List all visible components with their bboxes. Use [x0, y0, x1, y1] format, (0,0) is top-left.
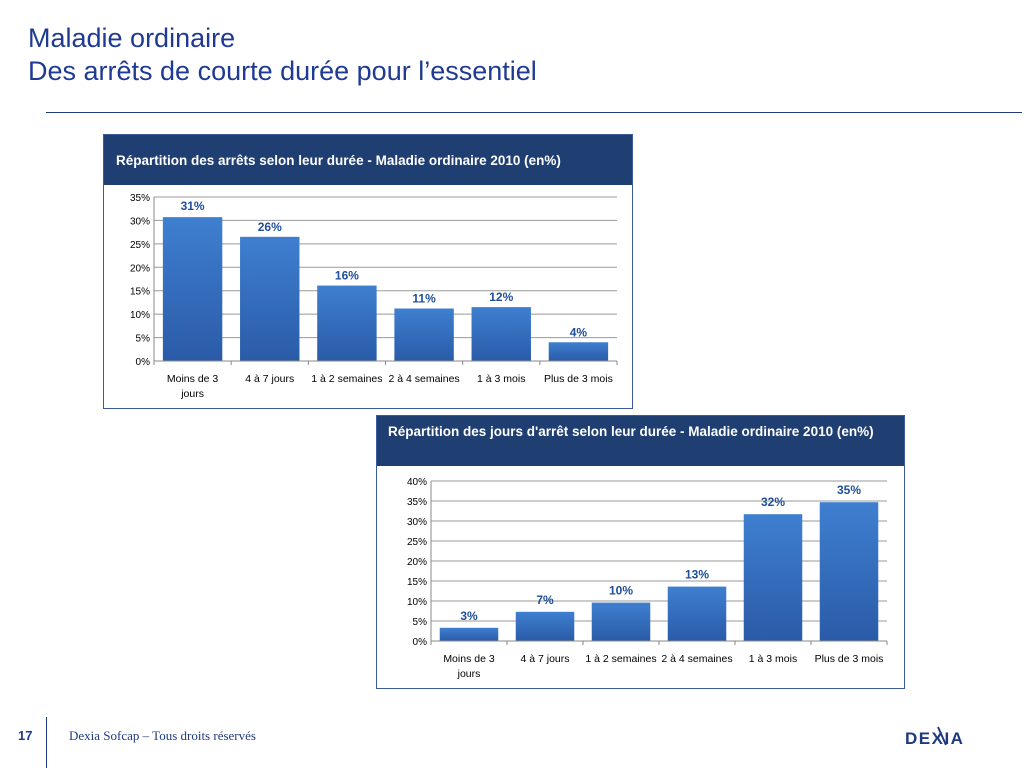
data-label: 16%	[335, 269, 359, 283]
y-tick-label: 40%	[407, 477, 427, 488]
x-tick-label: 1 à 3 mois	[477, 373, 525, 385]
footer-divider	[46, 717, 47, 768]
y-tick-label: 10%	[130, 310, 150, 321]
y-tick-label: 5%	[413, 617, 428, 628]
bar	[162, 217, 223, 361]
data-label: 13%	[685, 568, 709, 582]
x-tick-label: 1 à 2 semaines	[311, 373, 382, 385]
y-tick-label: 35%	[407, 497, 427, 508]
x-tick-label: 2 à 4 semaines	[661, 653, 732, 665]
x-tick-label: 1 à 3 mois	[749, 653, 797, 665]
y-tick-label: 30%	[407, 517, 427, 528]
bar	[439, 627, 499, 641]
bar	[515, 611, 575, 641]
data-label: 10%	[609, 584, 633, 598]
page-number: 17	[18, 728, 33, 743]
y-tick-label: 30%	[130, 216, 150, 227]
y-tick-label: 25%	[407, 537, 427, 548]
x-tick-label: 4 à 7 jours	[245, 373, 294, 385]
bar	[591, 602, 651, 641]
y-tick-label: 20%	[407, 557, 427, 568]
data-label: 11%	[412, 292, 436, 306]
y-tick-label: 0%	[136, 357, 151, 368]
data-label: 12%	[489, 290, 513, 304]
chart-title: Répartition des arrêts selon leur durée …	[104, 135, 632, 185]
y-tick-label: 10%	[407, 597, 427, 608]
x-tick-label: Plus de 3 mois	[815, 653, 884, 665]
x-tick-label: 1 à 2 semaines	[585, 653, 656, 665]
data-label: 35%	[837, 483, 861, 497]
data-label: 7%	[536, 593, 554, 607]
y-tick-label: 0%	[413, 637, 428, 648]
footer-copyright: Dexia Sofcap – Tous droits réservés	[69, 728, 256, 743]
bar-chart-arrets: 0% 5% 10% 15% 20% 25% 30% 35% 31% Moins de 3 jours…	[130, 193, 618, 400]
bar	[819, 502, 879, 641]
y-tick-label: 5%	[136, 334, 151, 345]
bar	[548, 342, 609, 361]
data-label: 32%	[761, 495, 785, 509]
chart-panel-arrets: Répartition des arrêts selon leur durée …	[103, 134, 633, 409]
data-label: 26%	[258, 220, 282, 234]
y-tick-label: 15%	[130, 287, 150, 298]
data-label: 3%	[460, 609, 478, 623]
x-tick-label: Moins de 3	[167, 373, 219, 385]
title-line-1: Maladie ordinaire	[28, 23, 236, 53]
chart-title: Répartition des jours d'arrêt selon leur…	[377, 416, 904, 466]
x-tick-label: 2 à 4 semaines	[388, 373, 459, 385]
bar	[317, 285, 377, 361]
bar	[240, 236, 300, 361]
bar	[743, 514, 803, 641]
x-tick-label: jours	[457, 668, 481, 680]
bar	[471, 307, 531, 361]
x-tick-label: Plus de 3 mois	[544, 373, 613, 385]
x-tick-label: Moins de 3	[443, 653, 495, 665]
title-line-2: Des arrêts de courte durée pour l’essent…	[28, 56, 537, 86]
data-label: 4%	[570, 325, 588, 339]
data-label: 31%	[181, 199, 205, 213]
y-tick-label: 20%	[130, 263, 150, 274]
title-divider	[46, 112, 1022, 113]
chart-panel-jours: Répartition des jours d'arrêt selon leur…	[376, 415, 905, 689]
bar	[394, 308, 454, 361]
bar-chart-jours: 0% 5% 10% 15% 20% 25% 30% 35% 40% 3% Moins de 3 jou…	[407, 477, 888, 680]
logo-text: DEXIA	[905, 729, 964, 748]
x-tick-label: jours	[180, 388, 204, 400]
bar	[667, 586, 727, 641]
x-tick-label: 4 à 7 jours	[520, 653, 569, 665]
page-title: Maladie ordinaire Des arrêts de courte d…	[28, 22, 537, 88]
y-tick-label: 35%	[130, 193, 150, 204]
y-tick-label: 15%	[407, 577, 427, 588]
dexia-logo: DEXIA	[905, 726, 964, 748]
y-tick-label: 25%	[130, 240, 150, 251]
